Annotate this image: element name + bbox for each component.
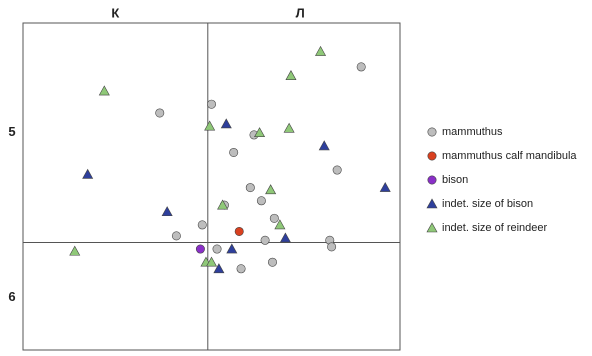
point: [217, 199, 229, 210]
point: [245, 183, 255, 193]
legend-marker: [427, 151, 437, 161]
x-tick-label: К: [111, 5, 119, 20]
point: [332, 165, 342, 175]
legend-label: indet. size of bison: [442, 198, 533, 210]
point: [318, 140, 330, 151]
point: [267, 257, 277, 267]
y-tick-label: 5: [8, 124, 15, 139]
y-tick-label: 6: [8, 289, 15, 304]
legend-label: mammuthus calf mandibula: [442, 150, 577, 162]
point: [82, 168, 94, 179]
point: [197, 220, 207, 230]
point: [236, 264, 246, 274]
point: [256, 196, 266, 206]
point: [283, 122, 295, 133]
point: [285, 70, 297, 80]
point: [212, 244, 222, 254]
point: [265, 184, 277, 195]
point: [204, 120, 216, 131]
point: [220, 118, 232, 129]
legend-label: indet. size of reindeer: [442, 222, 548, 234]
point: [161, 206, 173, 217]
plot-frame: [22, 22, 401, 351]
x-tick-label: Л: [296, 5, 305, 20]
point: [279, 232, 291, 243]
legend-marker: [426, 198, 438, 209]
point: [207, 99, 217, 109]
point: [356, 62, 366, 72]
point: [155, 108, 165, 118]
point: [379, 181, 391, 192]
point: [234, 226, 244, 236]
legend-label: mammuthus: [442, 126, 503, 138]
legend-marker: [427, 127, 437, 137]
point: [269, 213, 279, 223]
point: [254, 127, 266, 138]
legend-marker: [426, 222, 438, 233]
point: [315, 45, 327, 56]
point: [327, 242, 337, 252]
point: [274, 219, 286, 230]
legend-label: bison: [442, 174, 468, 186]
point: [229, 147, 239, 157]
point: [213, 263, 225, 274]
point: [226, 243, 238, 254]
legend-marker: [427, 175, 437, 185]
point: [205, 256, 218, 267]
point: [171, 231, 181, 241]
point: [69, 245, 81, 256]
point: [98, 85, 110, 96]
point: [260, 235, 270, 245]
point: [195, 244, 205, 254]
